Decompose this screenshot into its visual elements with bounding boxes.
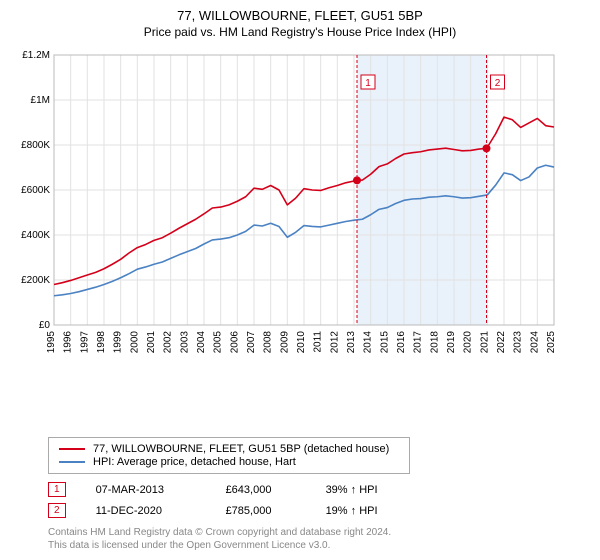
svg-text:2002: 2002 xyxy=(163,331,174,354)
svg-text:2010: 2010 xyxy=(296,331,307,354)
chart-container: 77, WILLOWBOURNE, FLEET, GU51 5BP Price … xyxy=(0,0,600,560)
svg-text:2: 2 xyxy=(495,78,501,89)
svg-text:2013: 2013 xyxy=(346,331,357,354)
marker-price: £643,000 xyxy=(226,484,296,496)
svg-text:2008: 2008 xyxy=(263,331,274,354)
svg-text:£0: £0 xyxy=(39,320,51,331)
svg-text:£600K: £600K xyxy=(21,185,50,196)
legend-row: 77, WILLOWBOURNE, FLEET, GU51 5BP (detac… xyxy=(59,443,399,455)
svg-text:£1M: £1M xyxy=(31,95,50,106)
svg-text:1995: 1995 xyxy=(46,331,57,354)
svg-text:2004: 2004 xyxy=(196,331,207,354)
svg-text:£800K: £800K xyxy=(21,140,50,151)
legend-label: 77, WILLOWBOURNE, FLEET, GU51 5BP (detac… xyxy=(93,443,389,455)
marker-pct: 19% ↑ HPI xyxy=(326,505,406,517)
footer-line: Contains HM Land Registry data © Crown c… xyxy=(48,526,592,539)
svg-text:2003: 2003 xyxy=(179,331,190,354)
chart-subtitle: Price paid vs. HM Land Registry's House … xyxy=(8,25,592,39)
svg-text:2001: 2001 xyxy=(146,331,157,354)
svg-text:2000: 2000 xyxy=(129,331,140,354)
svg-text:2005: 2005 xyxy=(213,331,224,354)
marker-row: 1 07-MAR-2013 £643,000 39% ↑ HPI xyxy=(48,482,592,497)
marker-badge: 1 xyxy=(48,482,66,497)
svg-text:2024: 2024 xyxy=(529,331,540,354)
svg-text:2016: 2016 xyxy=(396,331,407,354)
svg-text:2018: 2018 xyxy=(429,331,440,354)
svg-text:2023: 2023 xyxy=(513,331,524,354)
svg-text:1999: 1999 xyxy=(113,331,124,354)
marker-date: 07-MAR-2013 xyxy=(96,484,196,496)
legend-label: HPI: Average price, detached house, Hart xyxy=(93,456,296,468)
svg-text:2025: 2025 xyxy=(546,331,557,354)
chart-svg: £0 £200K £400K £600K £800K £1M £1.2M 1995 1996 19… xyxy=(8,45,568,365)
legend-swatch xyxy=(59,461,85,463)
footer-line: This data is licensed under the Open Gov… xyxy=(48,539,592,552)
legend-row: HPI: Average price, detached house, Hart xyxy=(59,456,399,468)
chart-title: 77, WILLOWBOURNE, FLEET, GU51 5BP xyxy=(8,8,592,23)
svg-text:2011: 2011 xyxy=(313,331,324,353)
svg-text:2021: 2021 xyxy=(479,331,490,354)
svg-text:2007: 2007 xyxy=(246,331,257,354)
svg-text:£1.2M: £1.2M xyxy=(22,50,50,61)
footer-attribution: Contains HM Land Registry data © Crown c… xyxy=(48,526,592,552)
marker-price: £785,000 xyxy=(226,505,296,517)
svg-text:2020: 2020 xyxy=(463,331,474,354)
svg-text:1: 1 xyxy=(365,78,371,89)
svg-text:£400K: £400K xyxy=(21,230,50,241)
svg-text:2006: 2006 xyxy=(229,331,240,354)
svg-text:2014: 2014 xyxy=(363,331,374,354)
marker-date: 11-DEC-2020 xyxy=(96,505,196,517)
marker-pct: 39% ↑ HPI xyxy=(326,484,406,496)
marker-row: 2 11-DEC-2020 £785,000 19% ↑ HPI xyxy=(48,503,592,518)
svg-text:2012: 2012 xyxy=(329,331,340,354)
svg-text:1996: 1996 xyxy=(63,331,74,354)
marker-table: 1 07-MAR-2013 £643,000 39% ↑ HPI 2 11-DE… xyxy=(48,482,592,524)
marker-badge: 2 xyxy=(48,503,66,518)
svg-text:2019: 2019 xyxy=(446,331,457,354)
svg-text:2009: 2009 xyxy=(279,331,290,354)
chart-plot-area: £0 £200K £400K £600K £800K £1M £1.2M 1995 1996 19… xyxy=(8,45,592,431)
svg-text:2022: 2022 xyxy=(496,331,507,354)
svg-text:2015: 2015 xyxy=(379,331,390,354)
legend: 77, WILLOWBOURNE, FLEET, GU51 5BP (detac… xyxy=(48,437,410,474)
svg-text:1998: 1998 xyxy=(96,331,107,354)
legend-swatch xyxy=(59,448,85,450)
svg-text:£200K: £200K xyxy=(21,275,50,286)
svg-text:2017: 2017 xyxy=(413,331,424,354)
svg-text:1997: 1997 xyxy=(79,331,90,354)
